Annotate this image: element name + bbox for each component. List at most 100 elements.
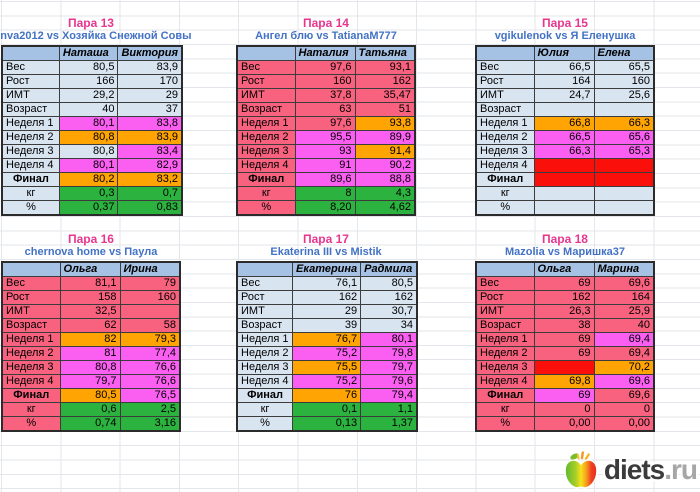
value-cell[interactable]: 162	[360, 290, 418, 305]
row-label[interactable]: Финал	[1, 172, 60, 187]
value-cell[interactable]: 93,8	[354, 116, 416, 131]
row-label[interactable]: Неделя 2	[1, 130, 60, 145]
row-label[interactable]: %	[236, 200, 296, 216]
value-cell[interactable]: 166	[58, 74, 119, 89]
row-label[interactable]: Финал	[1, 388, 61, 403]
value-cell[interactable]: 76	[292, 388, 362, 403]
value-cell[interactable]: 69	[533, 276, 595, 291]
value-cell[interactable]: 89,6	[294, 172, 356, 187]
value-cell[interactable]: 0,00	[593, 416, 655, 432]
corner-cell[interactable]	[236, 261, 294, 277]
value-cell[interactable]: 162	[533, 290, 595, 305]
row-label[interactable]: Неделя 4	[1, 158, 60, 173]
row-label[interactable]: Вес	[475, 276, 535, 291]
value-cell[interactable]: 69,8	[533, 374, 595, 389]
row-label[interactable]: Рост	[236, 74, 296, 89]
value-cell[interactable]: 93	[294, 144, 356, 159]
value-cell[interactable]: 63	[294, 102, 356, 117]
column-header[interactable]: Ирина	[119, 261, 181, 277]
corner-cell[interactable]	[236, 45, 296, 61]
value-cell[interactable]: 91	[294, 158, 356, 173]
value-cell[interactable]: 76,1	[292, 276, 362, 291]
value-cell[interactable]: 81	[59, 346, 121, 361]
row-label[interactable]: Неделя 2	[236, 130, 296, 145]
value-cell[interactable]: 83,2	[117, 172, 183, 187]
row-label[interactable]: %	[475, 416, 535, 432]
value-cell[interactable]: 35,47	[354, 88, 416, 103]
row-label[interactable]: Неделя 2	[236, 346, 294, 361]
value-cell[interactable]: 65,5	[593, 60, 655, 75]
value-cell[interactable]: 29,2	[58, 88, 119, 103]
value-cell[interactable]: 66,8	[533, 116, 595, 131]
corner-cell[interactable]	[1, 261, 61, 277]
value-cell[interactable]: 69,4	[593, 332, 655, 347]
value-cell[interactable]: 0,74	[59, 416, 121, 432]
row-label[interactable]: Неделя 4	[236, 158, 296, 173]
value-cell[interactable]: 62	[59, 318, 121, 333]
row-label[interactable]: Вес	[1, 276, 61, 291]
row-label[interactable]: кг	[1, 402, 61, 417]
value-cell[interactable]: 80,1	[58, 158, 119, 173]
row-label[interactable]: %	[236, 416, 294, 432]
column-header[interactable]: Наталия	[294, 45, 356, 61]
row-label[interactable]: Возраст	[236, 318, 294, 333]
row-label[interactable]: Вес	[475, 60, 535, 75]
value-cell[interactable]: 0,1	[292, 402, 362, 417]
value-cell[interactable]: 164	[533, 74, 595, 89]
row-label[interactable]: Возраст	[236, 102, 296, 117]
row-label[interactable]: Финал	[236, 172, 296, 187]
value-cell[interactable]: 69,6	[593, 388, 655, 403]
value-cell[interactable]	[533, 172, 595, 187]
value-cell[interactable]: 76,5	[119, 388, 181, 403]
value-cell[interactable]: 0,6	[59, 402, 121, 417]
value-cell[interactable]: 80,8	[58, 130, 119, 145]
value-cell[interactable]: 69	[533, 346, 595, 361]
value-cell[interactable]: 93,1	[354, 60, 416, 75]
value-cell[interactable]: 38	[533, 318, 595, 333]
value-cell[interactable]: 66,3	[533, 144, 595, 159]
row-label[interactable]: Рост	[475, 290, 535, 305]
row-label[interactable]: Возраст	[1, 318, 61, 333]
row-label[interactable]: Неделя 3	[236, 144, 296, 159]
row-label[interactable]: ИМТ	[1, 304, 61, 319]
value-cell[interactable]: 26,3	[533, 304, 595, 319]
value-cell[interactable]: 39	[292, 318, 362, 333]
value-cell[interactable]: 37,8	[294, 88, 356, 103]
row-label[interactable]: %	[475, 200, 535, 216]
column-header[interactable]: Ольга	[59, 261, 121, 277]
value-cell[interactable]: 80,5	[59, 388, 121, 403]
value-cell[interactable]: 79,6	[360, 374, 418, 389]
row-label[interactable]: Неделя 3	[236, 360, 294, 375]
value-cell[interactable]: 81,1	[59, 276, 121, 291]
value-cell[interactable]: 82,9	[117, 158, 183, 173]
value-cell[interactable]: 66,3	[593, 116, 655, 131]
value-cell[interactable]: 0	[533, 402, 595, 417]
value-cell[interactable]: 160	[119, 290, 181, 305]
row-label[interactable]: Неделя 2	[475, 346, 535, 361]
row-label[interactable]: Финал	[475, 388, 535, 403]
value-cell[interactable]: 3,16	[119, 416, 181, 432]
row-label[interactable]: Неделя 1	[475, 332, 535, 347]
value-cell[interactable]: 65,6	[593, 130, 655, 145]
row-label[interactable]: ИМТ	[236, 88, 296, 103]
value-cell[interactable]: 76,7	[292, 332, 362, 347]
value-cell[interactable]: 160	[593, 74, 655, 89]
value-cell[interactable]: 91,4	[354, 144, 416, 159]
value-cell[interactable]: 77,4	[119, 346, 181, 361]
value-cell[interactable]: 76,6	[119, 360, 181, 375]
value-cell[interactable]: 95,5	[294, 130, 356, 145]
row-label[interactable]: ИМТ	[475, 88, 535, 103]
value-cell[interactable]: 24,7	[533, 88, 595, 103]
corner-cell[interactable]	[1, 45, 60, 61]
row-label[interactable]: Неделя 4	[475, 374, 535, 389]
row-label[interactable]: Неделя 2	[1, 346, 61, 361]
value-cell[interactable]: 80,1	[58, 116, 119, 131]
value-cell[interactable]: 97,6	[294, 60, 356, 75]
row-label[interactable]: кг	[475, 186, 535, 201]
value-cell[interactable]: 83,9	[117, 130, 183, 145]
value-cell[interactable]: 0,83	[117, 200, 183, 216]
value-cell[interactable]	[119, 304, 181, 319]
row-label[interactable]: Финал	[475, 172, 535, 187]
value-cell[interactable]: 25,9	[593, 304, 655, 319]
value-cell[interactable]: 79,7	[360, 360, 418, 375]
